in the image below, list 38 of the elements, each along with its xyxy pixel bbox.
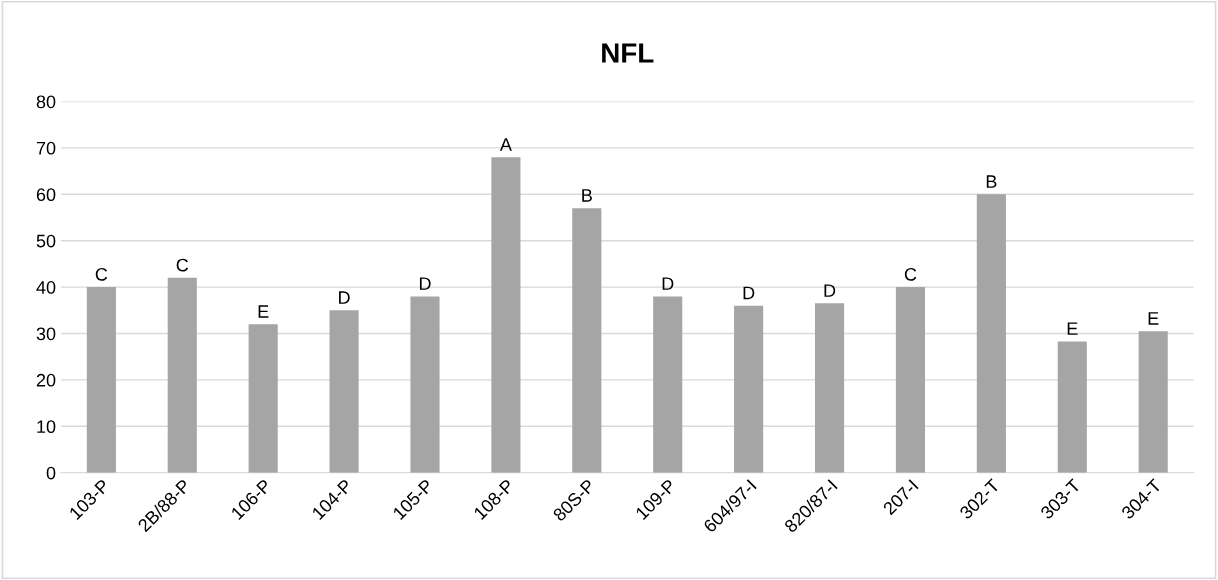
y-tick-label: 60 — [36, 188, 56, 202]
bar — [167, 277, 197, 473]
annotation: D — [824, 284, 836, 297]
annotation: E — [258, 305, 269, 318]
bar — [572, 208, 602, 473]
annotation: D — [419, 277, 431, 290]
bar — [1057, 341, 1087, 473]
annotation: C — [904, 267, 917, 281]
bar — [491, 157, 521, 473]
y-tick-label: 80 — [36, 95, 56, 109]
annotation: D — [662, 277, 674, 290]
bar — [976, 194, 1006, 473]
bar — [248, 324, 278, 473]
bar — [895, 287, 926, 473]
chart-title: NFL — [602, 43, 654, 63]
y-tick-label: 40 — [36, 281, 56, 294]
y-tick-label: 20 — [36, 373, 56, 387]
annotation: C — [176, 258, 189, 272]
bar — [410, 296, 440, 473]
annotation: A — [499, 138, 512, 151]
bar — [653, 296, 683, 473]
bar — [734, 305, 764, 473]
bar — [814, 303, 845, 473]
annotation: B — [582, 189, 592, 202]
y-tick-label: 30 — [36, 327, 56, 341]
bar — [1138, 331, 1168, 473]
y-tick-label: 70 — [36, 141, 56, 155]
annotation: E — [1148, 312, 1159, 325]
annotation: B — [986, 175, 997, 188]
annotation: C — [95, 267, 108, 281]
y-tick-label: 50 — [36, 234, 56, 248]
y-tick-label: 10 — [37, 420, 56, 434]
bar — [86, 287, 116, 473]
bar — [329, 310, 359, 473]
y-tick-label: 0 — [46, 466, 56, 480]
annotation: E — [1067, 322, 1078, 335]
annotation: D — [339, 291, 350, 304]
annotation: D — [743, 286, 755, 300]
